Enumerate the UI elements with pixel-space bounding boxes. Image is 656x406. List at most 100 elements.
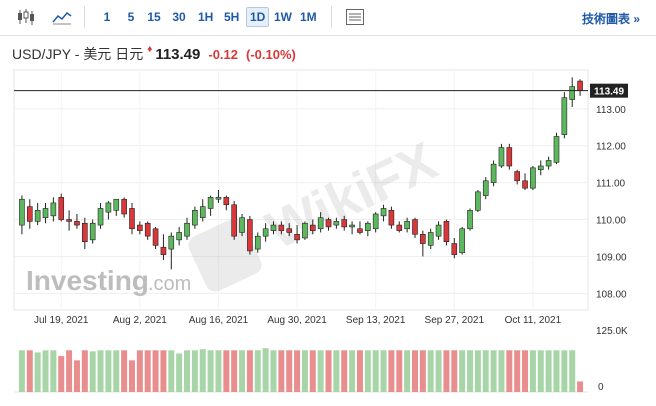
candle-body [34, 210, 41, 222]
volume-bar [553, 350, 560, 392]
last-price-tag [590, 83, 628, 98]
candle-body [97, 208, 104, 226]
candle-body [365, 222, 371, 231]
candle-body [239, 217, 245, 233]
volume-bar [152, 350, 159, 392]
y-tick-label: 108.00 [596, 289, 627, 300]
wikifx-watermark: WikiFX [188, 131, 446, 292]
interval-5[interactable]: 5 [127, 10, 135, 24]
candle-body [325, 219, 332, 228]
candle-body [192, 210, 198, 226]
candle-body [396, 224, 403, 231]
volume-bar [545, 350, 552, 392]
volume-bar [34, 352, 41, 392]
candle-body [270, 224, 277, 231]
candle-body [498, 147, 505, 167]
candle-body [349, 224, 355, 228]
candle-body [105, 202, 112, 213]
candle-body [254, 235, 261, 250]
volume-bar [81, 350, 88, 392]
candle-body [537, 165, 544, 170]
volume-bar [246, 350, 253, 392]
candle-body [26, 206, 33, 222]
volume-bar [498, 350, 505, 392]
volume-bar [419, 350, 426, 392]
candle-body [82, 222, 88, 242]
volume-bar [537, 350, 544, 392]
volume-bar [294, 350, 301, 392]
x-tick-label: Aug 2, 2021 [113, 315, 167, 326]
volume-bar [184, 350, 191, 392]
candle-body [475, 191, 481, 211]
candle-body [427, 232, 434, 246]
interval-30[interactable]: 30 [172, 10, 186, 24]
candle-body [184, 222, 190, 237]
candle-body [482, 180, 489, 196]
settings-list-icon[interactable] [345, 8, 365, 26]
interval-1h[interactable]: 1H [198, 10, 214, 24]
candle-body [553, 136, 560, 163]
area-chart-icon[interactable] [52, 8, 72, 26]
volume-bar [301, 350, 308, 392]
volume-bar [522, 350, 529, 392]
candle-body [278, 224, 285, 231]
volume-bar [356, 350, 363, 392]
volume-bar [341, 350, 348, 392]
volume-bar [388, 350, 395, 392]
candle-body [66, 219, 72, 222]
interval-1w[interactable]: 1W [274, 10, 292, 24]
investing-watermark: Investing .com [26, 265, 191, 296]
candle-body [294, 234, 300, 241]
investing-watermark-text: Investing [26, 265, 149, 296]
candle-body [89, 222, 96, 241]
candle-body [137, 224, 143, 231]
volume-bar [474, 350, 481, 392]
volume-axis-label: 0 [598, 382, 604, 393]
volume-bar [160, 350, 167, 392]
volume-bar [325, 350, 332, 392]
volume-bar [411, 350, 418, 392]
candle-body [435, 224, 442, 237]
candle-body [215, 197, 222, 200]
candle-body [459, 228, 465, 254]
interval-1d[interactable]: 1D [246, 7, 270, 27]
candle-body [357, 228, 363, 233]
technical-chart-link[interactable]: 技術圖表 » [581, 12, 640, 26]
volume-bar [239, 350, 246, 392]
candle-body [380, 208, 387, 217]
candle-body [309, 224, 316, 231]
volume-bar [223, 350, 230, 392]
interval-15[interactable]: 15 [147, 10, 161, 24]
volume-bar [50, 350, 57, 392]
volume-bar [144, 350, 151, 392]
interval-1[interactable]: 1 [103, 10, 111, 24]
candle-body [207, 197, 214, 209]
x-tick-label: Jul 19, 2021 [34, 315, 89, 326]
candlestick-chart-icon[interactable] [16, 8, 36, 26]
wikifx-watermark-text: WikiFX [258, 131, 446, 261]
candle-body [530, 167, 536, 189]
volume-bar [26, 350, 33, 392]
candle-body [545, 160, 552, 167]
volume-bar [435, 350, 442, 392]
candle-body [317, 217, 324, 230]
volume-bar [128, 360, 135, 392]
volume-bar [467, 350, 474, 392]
volume-bar [577, 381, 584, 392]
candle-body [129, 208, 135, 230]
volume-bar [569, 350, 576, 392]
volume-bar [215, 350, 222, 392]
volume-bar [105, 350, 112, 392]
toolbar-divider [331, 6, 332, 28]
candle-body [42, 208, 49, 218]
interval-1m[interactable]: 1M [300, 10, 317, 24]
x-tick-label: Sep 27, 2021 [425, 315, 485, 326]
candle-body [121, 198, 127, 215]
volume-bar [309, 350, 316, 392]
candle-body [333, 221, 340, 226]
interval-5h[interactable]: 5H [224, 10, 240, 24]
volume-bar [278, 350, 285, 392]
volume-bar [168, 350, 175, 392]
volume-bar [66, 350, 73, 392]
